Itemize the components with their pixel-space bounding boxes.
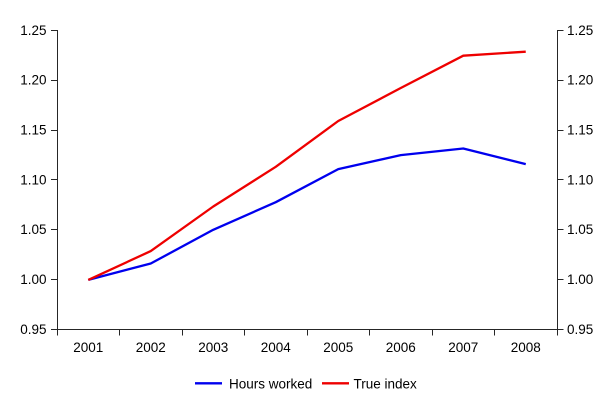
svg-text:1.20: 1.20 xyxy=(567,73,593,88)
svg-text:2006: 2006 xyxy=(386,340,416,355)
svg-text:2007: 2007 xyxy=(448,340,478,355)
svg-text:1.00: 1.00 xyxy=(20,272,46,287)
svg-text:True index: True index xyxy=(354,377,418,392)
svg-text:2003: 2003 xyxy=(198,340,228,355)
svg-text:1.10: 1.10 xyxy=(567,172,593,187)
svg-text:1.25: 1.25 xyxy=(20,23,46,38)
svg-text:0.95: 0.95 xyxy=(20,322,46,337)
svg-text:2002: 2002 xyxy=(136,340,166,355)
svg-text:1.10: 1.10 xyxy=(20,172,46,187)
svg-text:2008: 2008 xyxy=(511,340,541,355)
svg-text:Hours worked: Hours worked xyxy=(229,377,312,392)
svg-text:1.20: 1.20 xyxy=(20,73,46,88)
svg-text:0.95: 0.95 xyxy=(567,322,593,337)
svg-text:1.15: 1.15 xyxy=(567,123,593,138)
svg-text:1.05: 1.05 xyxy=(567,222,593,237)
svg-text:2005: 2005 xyxy=(323,340,353,355)
svg-text:1.05: 1.05 xyxy=(20,222,46,237)
svg-text:1.25: 1.25 xyxy=(567,23,593,38)
svg-text:1.00: 1.00 xyxy=(567,272,593,287)
svg-text:2004: 2004 xyxy=(261,340,292,355)
svg-text:2001: 2001 xyxy=(73,340,103,355)
svg-text:1.15: 1.15 xyxy=(20,123,46,138)
